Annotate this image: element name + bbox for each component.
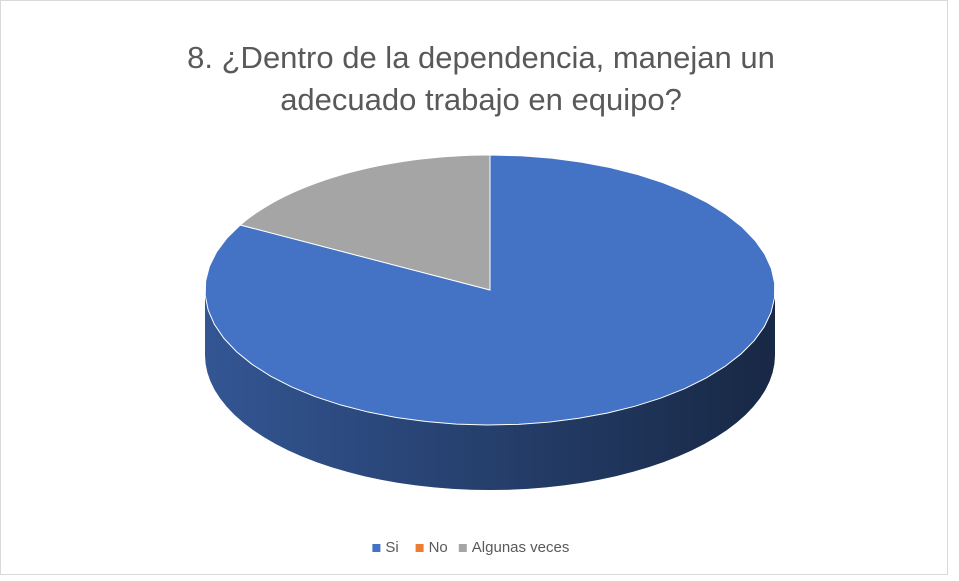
legend-marker: [415, 544, 424, 552]
chart-frame: 8. ¿Dentro de la dependencia, manejan un…: [0, 0, 948, 575]
slice: [239, 154, 491, 291]
legend-label: Algunas veces: [472, 539, 570, 556]
legend-label: Si: [385, 539, 398, 556]
legend-marker: [372, 544, 381, 552]
legend-label: No: [429, 539, 448, 556]
legend-marker: [458, 544, 467, 552]
chart-title: 8. ¿Dentro de la dependencia, manejan un…: [187, 40, 775, 117]
slice-side-shade: [205, 290, 775, 490]
